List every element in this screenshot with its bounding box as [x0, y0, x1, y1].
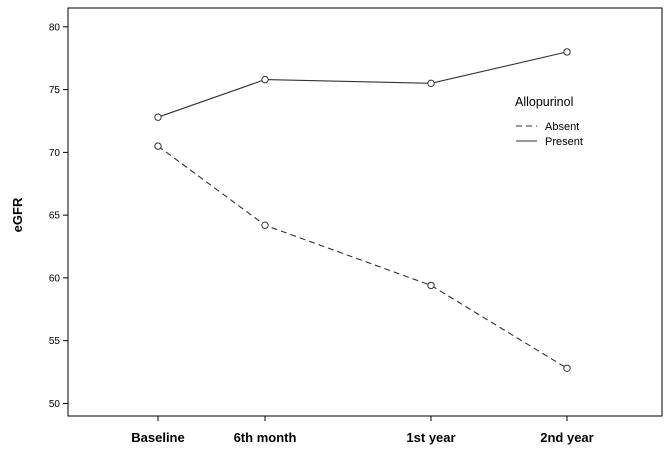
data-point-present	[427, 79, 435, 88]
y-tick-label: 60	[49, 273, 61, 284]
data-point-absent	[261, 221, 269, 229]
series-layer	[154, 48, 571, 372]
x-axis: Baseline 6th month 1st year 2nd year	[131, 416, 594, 445]
y-tick-label: 55	[49, 336, 61, 347]
y-tick-label: 80	[49, 22, 61, 33]
y-axis-title: eGFR	[10, 197, 25, 232]
legend: Allopurinol Absent Present	[515, 95, 583, 148]
data-point-present	[154, 113, 162, 121]
legend-title: Allopurinol	[515, 95, 573, 109]
plot-frame	[67, 7, 663, 417]
series-line-present	[157, 51, 568, 118]
x-tick-label: Baseline	[131, 430, 184, 445]
y-tick-label: 65	[49, 211, 61, 222]
data-point-absent	[427, 281, 435, 290]
data-point-absent	[563, 364, 571, 372]
data-point-present	[563, 48, 571, 56]
x-tick-label: 6th month	[234, 430, 297, 445]
data-point-present	[261, 75, 269, 84]
legend-label-present: Present	[545, 136, 583, 148]
series-line-absent	[157, 145, 568, 369]
x-tick-label: 2nd year	[540, 430, 593, 445]
y-tick-label: 70	[49, 148, 61, 159]
x-tick-label: 1st year	[406, 430, 455, 445]
data-point-absent	[154, 142, 162, 150]
y-axis: 50 55 60 65 70 75 80	[49, 22, 68, 410]
y-tick-label: 75	[49, 85, 61, 96]
legend-label-absent: Absent	[545, 121, 579, 133]
y-tick-label: 50	[49, 399, 61, 410]
